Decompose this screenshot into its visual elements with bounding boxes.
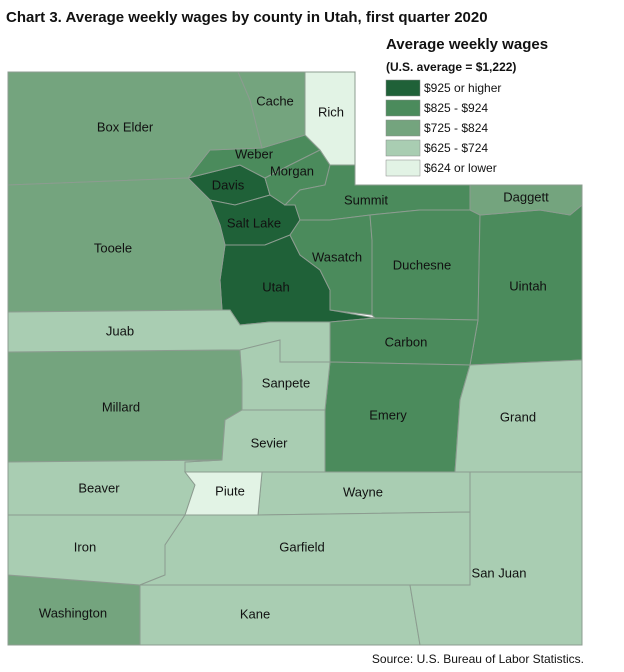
legend-label: $625 - $724 [424, 141, 488, 155]
county [454, 359, 583, 473]
county-label: Juab [106, 323, 134, 338]
legend-swatch [385, 99, 421, 117]
legend: $925 or higher $825 - $924 $725 - $824 $625… [385, 79, 501, 177]
county-labels: Davis Salt Lake Utah Weber Morgan Summit Wasat… [39, 93, 549, 621]
county-label: Beaver [78, 480, 120, 495]
county-label: Sanpete [262, 375, 310, 390]
county-label: Rich [318, 104, 344, 119]
county-label: Washington [39, 605, 107, 620]
county [139, 584, 421, 646]
county-label: Millard [102, 399, 140, 414]
county [237, 71, 306, 149]
map-title: Chart 3. Average weekly wages by county … [6, 9, 488, 26]
county [183, 471, 263, 516]
county-label: Wayne [343, 484, 383, 499]
county-label: Morgan [270, 163, 314, 178]
legend-swatch [385, 159, 421, 177]
county-label: Piute [215, 483, 245, 498]
county [469, 184, 583, 216]
county-label: Summit [344, 192, 388, 207]
county-label: Grand [500, 409, 536, 424]
legend-label: $725 - $824 [424, 121, 488, 135]
county-label: Kane [240, 606, 270, 621]
county [7, 514, 186, 586]
legend-label: $624 or lower [424, 161, 497, 175]
county-label: Iron [74, 539, 96, 554]
county-label: Daggett [503, 189, 549, 204]
county-label: Duchesne [393, 257, 452, 272]
county-label: Sevier [251, 435, 289, 450]
county-label: Garfield [279, 539, 325, 554]
county-label: Utah [262, 279, 289, 294]
county-label: Cache [256, 93, 294, 108]
county [239, 339, 331, 411]
county-label: Wasatch [312, 249, 362, 264]
county-label: Uintah [509, 278, 547, 293]
legend-swatch [385, 119, 421, 137]
legend-swatch [385, 79, 421, 97]
legend-title: Average weekly wages [386, 36, 548, 53]
legend-subtitle: (U.S. average = $1,222) [386, 60, 516, 74]
counties [7, 71, 583, 646]
county-label: San Juan [472, 565, 527, 580]
county-label: Tooele [94, 240, 132, 255]
county-label: Salt Lake [227, 215, 281, 230]
county-label: Carbon [385, 334, 428, 349]
legend-swatch [385, 139, 421, 157]
county-label: Box Elder [97, 119, 154, 134]
county-label: Emery [369, 407, 407, 422]
legend-label: $825 - $924 [424, 101, 488, 115]
legend-label: $925 or higher [424, 81, 501, 95]
county-label: Weber [235, 146, 274, 161]
source: Source: U.S. Bureau of Labor Statistics. [372, 652, 584, 666]
county [304, 71, 356, 166]
county-label: Davis [212, 177, 245, 192]
